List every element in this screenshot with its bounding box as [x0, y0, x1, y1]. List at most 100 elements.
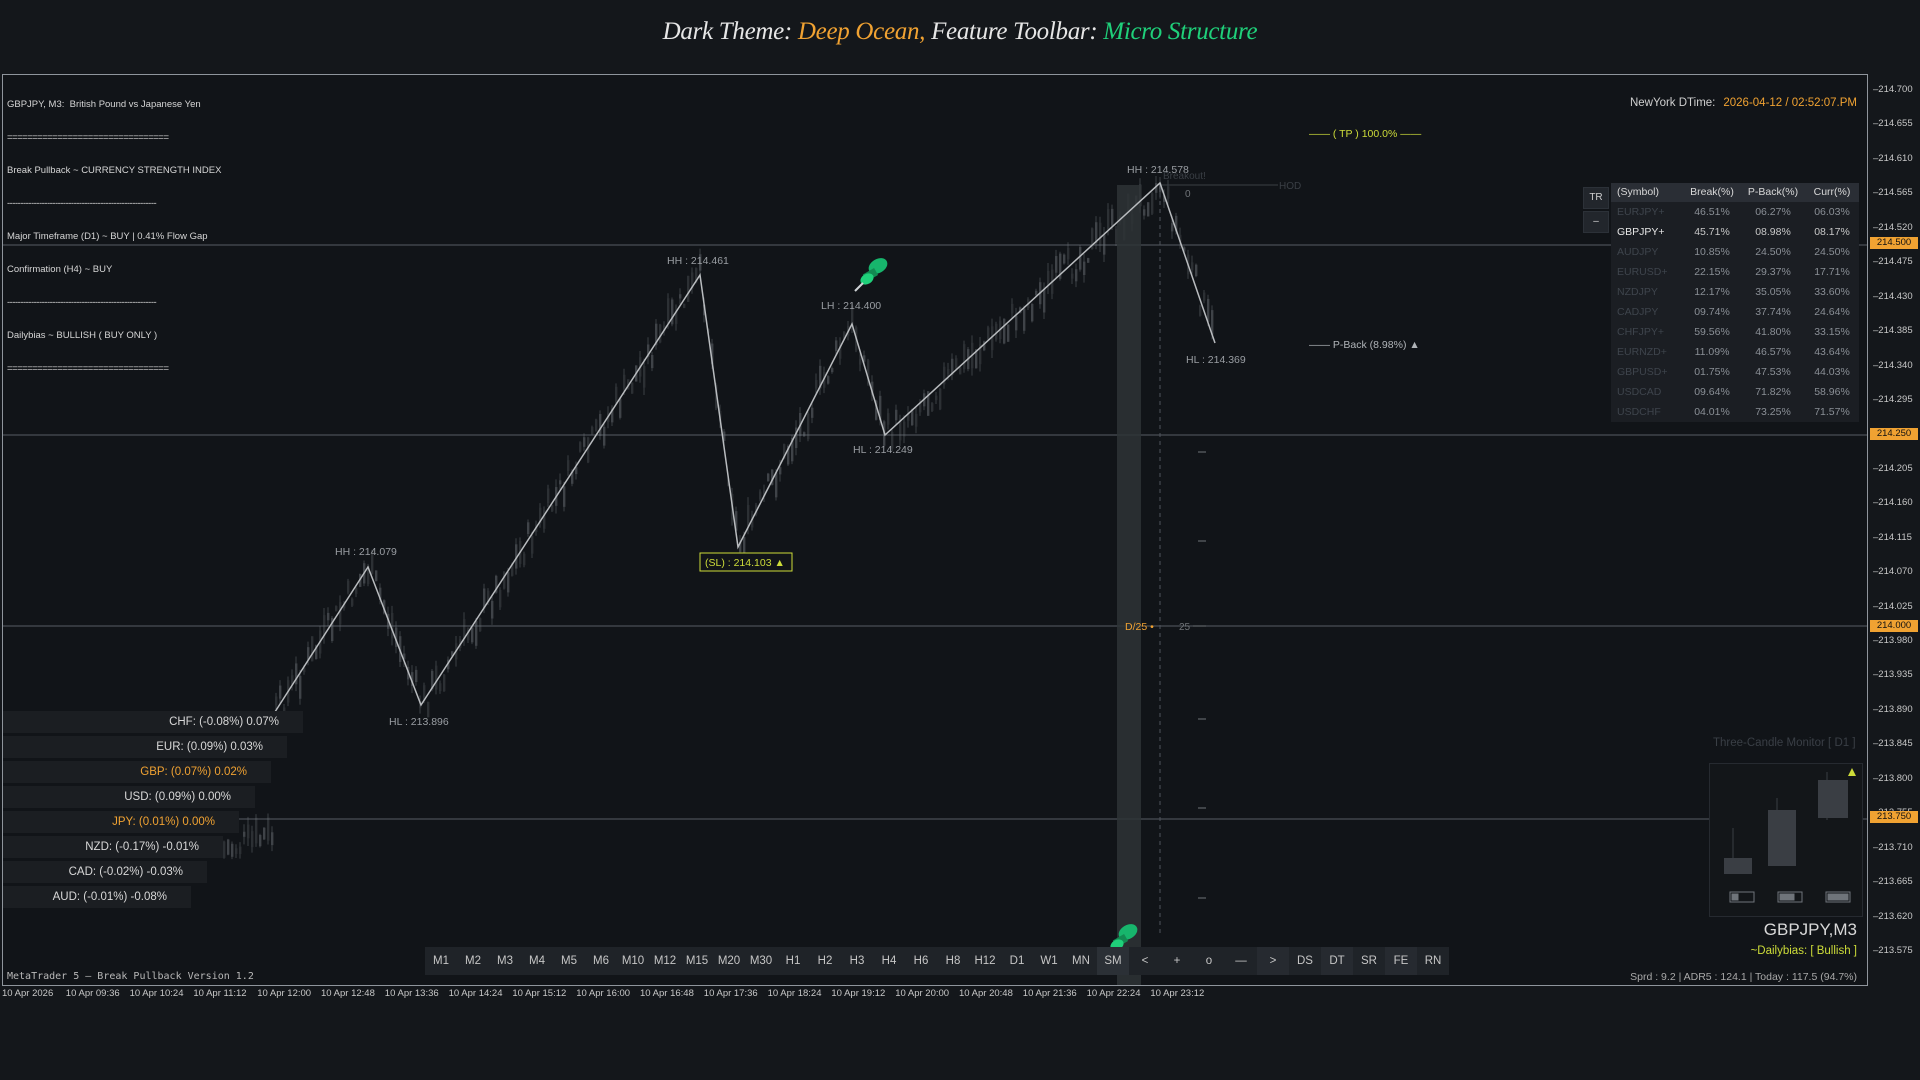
price-tick-label: –214.205 [1873, 462, 1913, 474]
table-cell: 08.98% [1755, 226, 1791, 238]
candle-body [935, 395, 938, 401]
toolbar-button-17[interactable]: H12 [969, 947, 1001, 975]
candle-body [371, 550, 374, 574]
table-row[interactable]: AUDJPY 10.85% 24.50% 24.50% [1611, 242, 1859, 262]
datetime-label: NewYork DTime: [1629, 97, 1716, 109]
candle-body [315, 645, 318, 659]
candle-body [983, 341, 986, 351]
currency-strength-row: CHF: (-0.08%) 0.07% [3, 711, 303, 733]
candle-body [511, 563, 514, 576]
time-axis[interactable]: 10 Apr 2026 10 Apr 09:36 10 Apr 10:24 10 Ap… [0, 988, 1868, 1006]
toolbar-button-11[interactable]: H1 [777, 947, 809, 975]
toolbar-button-30[interactable]: FE [1385, 947, 1417, 975]
time-tick-label: 10 Apr 22:24 [1086, 988, 1141, 999]
toolbar-button-27[interactable]: DS [1289, 947, 1321, 975]
toolbar-button-19[interactable]: W1 [1033, 947, 1065, 975]
candle-body [499, 589, 502, 608]
pin-icon[interactable] [854, 255, 890, 292]
candle-body [1147, 202, 1150, 217]
toolbar-button-14[interactable]: H4 [873, 947, 905, 975]
price-tick-label: –214.160 [1873, 497, 1913, 509]
toolbar-button-18[interactable]: D1 [1001, 947, 1033, 975]
candle-body [683, 303, 686, 308]
candle-body [1115, 228, 1118, 244]
toolbar-button-29[interactable]: SR [1353, 947, 1385, 975]
table-cell: USDCHF [1617, 406, 1661, 418]
toolbar-button-23[interactable]: + [1161, 947, 1193, 975]
candle-body [223, 841, 226, 858]
table-row[interactable]: GBPJPY+ 45.71% 08.98% 08.17% [1611, 222, 1859, 242]
table-row[interactable]: CHFJPY+ 59.56% 41.80% 33.15% [1611, 322, 1859, 342]
toolbar-button-2[interactable]: M3 [489, 947, 521, 975]
toolbar-button-20[interactable]: MN [1065, 947, 1097, 975]
three-candle-title: Three-Candle Monitor [ D1 ] [1713, 737, 1856, 749]
candle-body [843, 332, 846, 339]
candle-body [1167, 186, 1170, 199]
table-cell: CADJPY [1617, 306, 1659, 318]
tr-button[interactable]: TR [1583, 187, 1609, 209]
breakout-label: Breakout! [1163, 171, 1206, 182]
candle-body [927, 391, 930, 416]
toolbar-button-28[interactable]: DT [1321, 947, 1353, 975]
candle-body [587, 437, 590, 463]
table-row[interactable]: GBPUSD+ 01.75% 47.53% 44.03% [1611, 362, 1859, 382]
toolbar-button-6[interactable]: M10 [617, 947, 649, 975]
toolbar-button-12[interactable]: H2 [809, 947, 841, 975]
price-chart[interactable]: HH : 214.578 Breakout! HOD 0 HH : 214.46… [3, 75, 1868, 986]
toolbar-button-10[interactable]: M30 [745, 947, 777, 975]
candle-body [675, 311, 678, 324]
toolbar-button-26[interactable]: > [1257, 947, 1289, 975]
table-row[interactable]: CADJPY 09.74% 37.74% 24.64% [1611, 302, 1859, 322]
toolbar-button-31[interactable]: RN [1417, 947, 1449, 975]
toolbar-button-15[interactable]: H6 [905, 947, 937, 975]
candle-body [595, 419, 598, 431]
toolbar-button-8[interactable]: M15 [681, 947, 713, 975]
toolbar-button-4[interactable]: M5 [553, 947, 585, 975]
candle-body [995, 323, 998, 340]
candle-body [543, 510, 546, 529]
header-pback[interactable]: P-Back(%) [1747, 186, 1799, 198]
pback-label: —— P-Back (8.98%) ▲ [1309, 339, 1420, 351]
candle-body [1003, 318, 1006, 344]
toolbar-button-21[interactable]: SM [1097, 947, 1129, 975]
candle-body [579, 442, 582, 452]
info-line-bias: Dailybias ~ BULLISH ( BUY ONLY ) [7, 330, 158, 341]
price-axis[interactable]: –214.700 –214.655 –214.610 –214.565 –214.520… [1869, 74, 1920, 986]
toolbar-button-1[interactable]: M2 [457, 947, 489, 975]
candle-body [247, 824, 250, 839]
candle-body [623, 374, 626, 389]
toolbar-button-25[interactable]: — [1225, 947, 1257, 975]
price-tick-label: –214.115 [1873, 531, 1912, 543]
header-curr[interactable]: Curr(%) [1813, 186, 1851, 198]
chart-area[interactable]: HH : 214.578 Breakout! HOD 0 HH : 214.46… [2, 74, 1868, 986]
toolbar-button-0[interactable]: M1 [425, 947, 457, 975]
header-symbol[interactable]: (Symbol) [1617, 186, 1660, 198]
price-tick-label: –213.665 [1873, 876, 1913, 888]
toolbar-button-24[interactable]: o [1193, 947, 1225, 975]
stats-label: Sprd : 9.2 | ADR5 : 124.1 | Today : 117.… [1630, 971, 1857, 983]
table-row[interactable]: USDCAD 09.64% 71.82% 58.96% [1611, 382, 1859, 402]
time-tick-label: 10 Apr 12:00 [257, 988, 312, 999]
candle-body [875, 400, 878, 420]
table-row[interactable]: NZDJPY 12.17% 35.05% 33.60% [1611, 282, 1859, 302]
currency-strength-row: NZD: (-0.17%) -0.01% [3, 836, 223, 858]
info-line-confirm: Confirmation (H4) ~ BUY [7, 264, 113, 275]
table-row[interactable]: EURUSD+ 22.15% 29.37% 17.71% [1611, 262, 1859, 282]
table-row[interactable]: USDCHF 04.01% 73.25% 71.57% [1611, 402, 1859, 422]
minimize-button[interactable]: – [1583, 211, 1609, 233]
toolbar-button-5[interactable]: M6 [585, 947, 617, 975]
currency-strength-row: USD: (0.09%) 0.00% [3, 786, 255, 808]
header-break[interactable]: Break(%) [1690, 186, 1734, 198]
info-separator: ----------------------------------------… [7, 297, 157, 308]
toolbar-button-13[interactable]: H3 [841, 947, 873, 975]
candle-body [491, 600, 494, 619]
table-row[interactable]: EURJPY+ 46.51% 06.27% 06.03% [1611, 202, 1859, 222]
toolbar-button-7[interactable]: M12 [649, 947, 681, 975]
toolbar-button-22[interactable]: < [1129, 947, 1161, 975]
toolbar-button-16[interactable]: H8 [937, 947, 969, 975]
table-row[interactable]: EURNZD+ 11.09% 46.57% 43.64% [1611, 342, 1859, 362]
toolbar-button-9[interactable]: M20 [713, 947, 745, 975]
candle-body [507, 572, 510, 593]
toolbar-button-3[interactable]: M4 [521, 947, 553, 975]
price-level-tag: 214.250 [1870, 428, 1918, 441]
